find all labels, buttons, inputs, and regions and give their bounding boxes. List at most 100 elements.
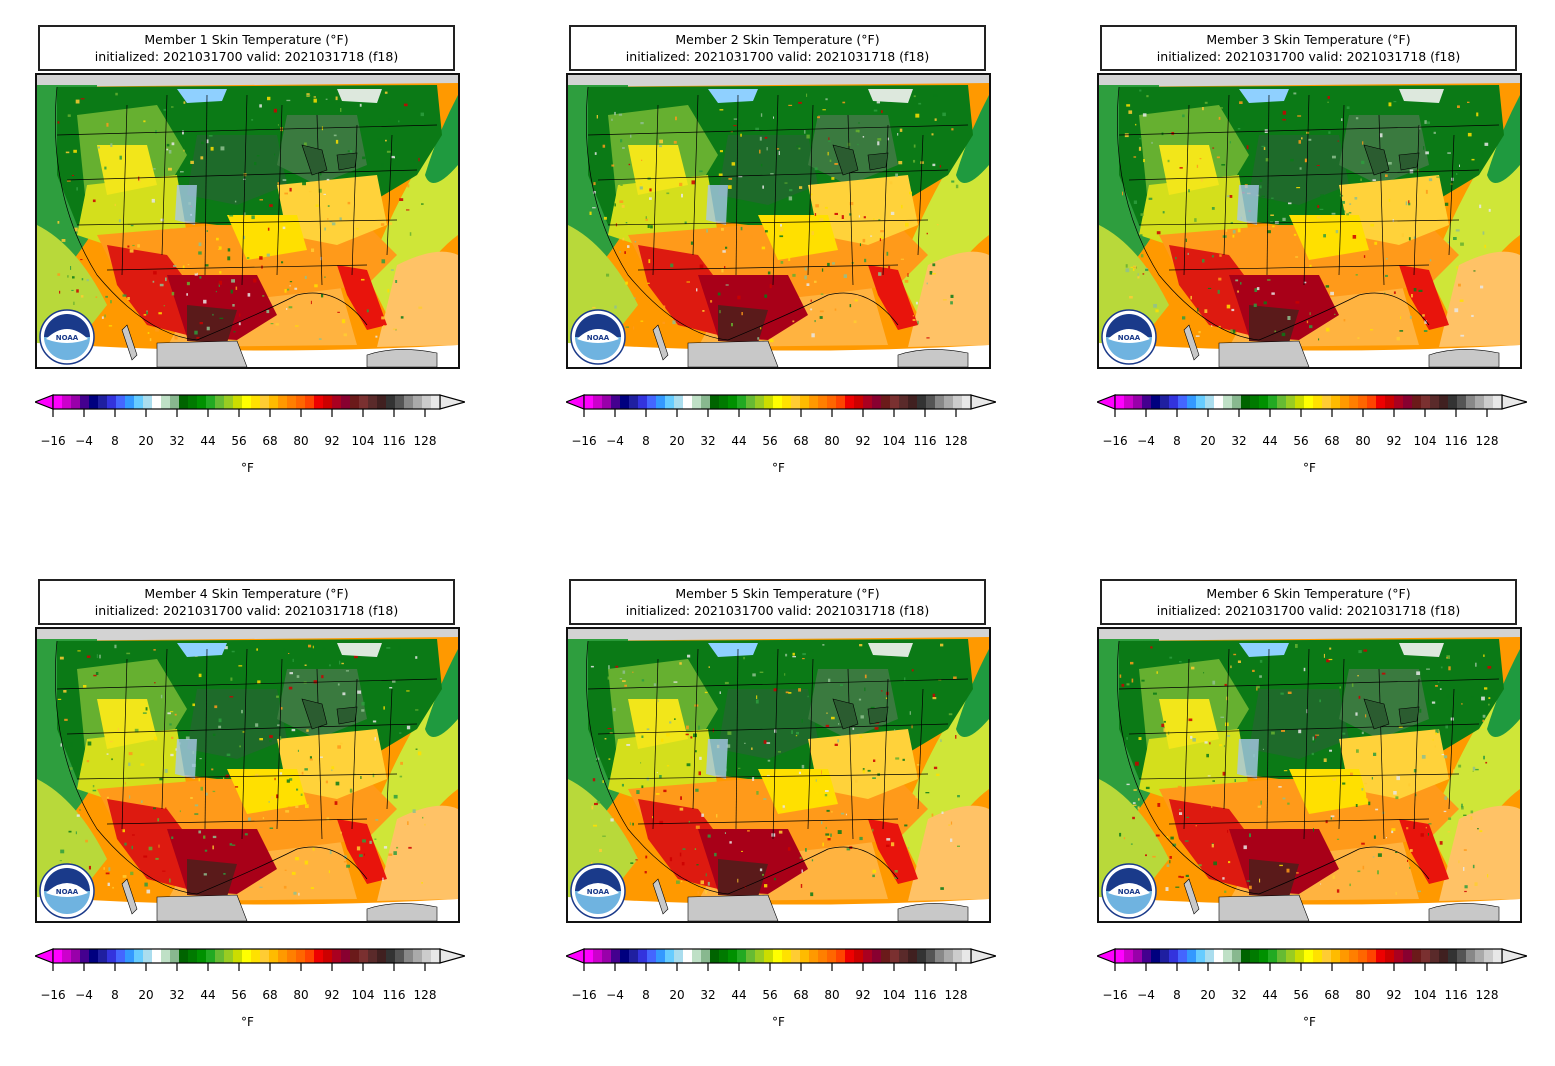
colorbar-swatch xyxy=(287,949,297,963)
colorbar-tick-label: 44 xyxy=(1262,988,1277,1002)
colorbar-swatch xyxy=(1457,949,1467,963)
colorbar-swatch xyxy=(224,395,234,409)
colorbar-swatch xyxy=(746,395,756,409)
colorbar-tick-label: 80 xyxy=(1355,434,1370,448)
colorbar-tick-label: 68 xyxy=(262,988,277,1002)
colorbar-swatch xyxy=(53,395,63,409)
colorbar-swatch xyxy=(881,395,891,409)
colorbar-swatch xyxy=(1493,949,1503,963)
colorbar-swatch xyxy=(1124,395,1134,409)
temperature-map: NOAA xyxy=(1097,627,1522,923)
colorbar-swatch xyxy=(584,949,594,963)
colorbar-tick-label: 32 xyxy=(700,434,715,448)
colorbar-tick-label: 128 xyxy=(1476,434,1499,448)
colorbar-swatch xyxy=(1160,395,1170,409)
colorbar-swatch xyxy=(1475,949,1485,963)
colorbar-swatch xyxy=(935,949,945,963)
colorbar-tick-label: 116 xyxy=(914,434,937,448)
colorbar-swatch xyxy=(593,949,603,963)
colorbar-swatch xyxy=(62,395,72,409)
colorbar-swatch xyxy=(818,395,828,409)
colorbar-swatch xyxy=(89,949,99,963)
colorbar-swatch xyxy=(602,395,612,409)
colorbar-tick-label: −16 xyxy=(40,988,65,1002)
colorbar-swatch xyxy=(377,949,387,963)
colorbar-tick-label: 92 xyxy=(324,434,339,448)
colorbar-swatch xyxy=(818,949,828,963)
colorbar-swatch xyxy=(611,395,621,409)
colorbar-swatch xyxy=(692,395,702,409)
colorbar-tick-label: 20 xyxy=(669,988,684,1002)
colorbar-swatch xyxy=(710,949,720,963)
colorbar-swatch xyxy=(854,395,864,409)
colorbar-swatch xyxy=(1214,395,1224,409)
colorbar-swatch xyxy=(359,395,369,409)
colorbar-tick-label: 128 xyxy=(414,988,437,1002)
colorbar-tick-label: 32 xyxy=(1231,988,1246,1002)
colorbar-swatch xyxy=(1430,949,1440,963)
colorbar-swatch xyxy=(89,395,99,409)
colorbar-swatch xyxy=(728,395,738,409)
colorbar-swatch xyxy=(926,949,936,963)
panel-title: Member 4 Skin Temperature (°F) initialize… xyxy=(38,579,455,625)
colorbar: −16 −4 8 20 32 44 56 68 80 92 104 116 128 xyxy=(33,381,468,491)
colorbar-swatch xyxy=(863,949,873,963)
colorbar-extend-max xyxy=(970,948,999,964)
colorbar-swatch xyxy=(620,395,630,409)
panel-title-line2: initialized: 2021031700 valid: 202103171… xyxy=(1156,49,1461,64)
colorbar-swatch xyxy=(593,395,603,409)
colorbar-swatch xyxy=(1439,949,1449,963)
colorbar-unit-label: °F xyxy=(241,1015,254,1029)
colorbar-swatch xyxy=(899,949,909,963)
colorbar-swatch xyxy=(809,949,819,963)
colorbar-tick-label: −16 xyxy=(571,434,596,448)
colorbar-extend-max xyxy=(1501,394,1530,410)
colorbar-swatch xyxy=(737,949,747,963)
colorbar-swatch xyxy=(1313,395,1323,409)
colorbar-swatch xyxy=(611,949,621,963)
colorbar-tick-label: 44 xyxy=(200,988,215,1002)
colorbar-swatch xyxy=(1259,949,1269,963)
colorbar-swatch xyxy=(953,949,963,963)
colorbar-swatch xyxy=(1403,395,1413,409)
colorbar-tick-label: −4 xyxy=(1137,434,1155,448)
colorbar-swatch xyxy=(53,949,63,963)
colorbar-swatch xyxy=(1313,949,1323,963)
colorbar-swatch xyxy=(314,395,324,409)
colorbar-extend-max xyxy=(970,394,999,410)
colorbar-swatch xyxy=(1295,395,1305,409)
colorbar-swatch xyxy=(1448,395,1458,409)
temperature-map: NOAA xyxy=(566,627,991,923)
member-panel-1: Member 1 Skin Temperature (°F) initialize… xyxy=(33,25,468,495)
panel-title: Member 5 Skin Temperature (°F) initialize… xyxy=(569,579,986,625)
colorbar: −16 −4 8 20 32 44 56 68 80 92 104 116 128 xyxy=(564,381,999,491)
colorbar-tick-label: −16 xyxy=(571,988,596,1002)
noaa-logo-text: NOAA xyxy=(1118,334,1141,342)
colorbar-swatch xyxy=(845,395,855,409)
colorbar-swatch xyxy=(116,949,126,963)
colorbar-swatch xyxy=(179,949,189,963)
colorbar-tick-label: 8 xyxy=(111,434,119,448)
colorbar-tick-label: 104 xyxy=(883,988,906,1002)
colorbar-swatch xyxy=(1124,949,1134,963)
colorbar-extend-min xyxy=(564,394,585,410)
colorbar: −16 −4 8 20 32 44 56 68 80 92 104 116 128 xyxy=(1095,935,1530,1045)
colorbar-swatch xyxy=(260,949,270,963)
colorbar-swatch xyxy=(332,949,342,963)
colorbar-swatch xyxy=(1466,949,1476,963)
colorbar-swatch xyxy=(908,949,918,963)
colorbar-swatch xyxy=(1268,949,1278,963)
colorbar-swatch xyxy=(1403,949,1413,963)
colorbar-swatch xyxy=(242,949,252,963)
colorbar-swatch xyxy=(1421,395,1431,409)
colorbar-unit-label: °F xyxy=(772,461,785,475)
colorbar-tick-label: 104 xyxy=(352,988,375,1002)
colorbar-tick-label: 68 xyxy=(793,988,808,1002)
colorbar-swatch xyxy=(908,395,918,409)
colorbar-swatch xyxy=(197,395,207,409)
panel-title-line1: Member 1 Skin Temperature (°F) xyxy=(144,32,349,47)
colorbar-swatch xyxy=(1241,949,1251,963)
colorbar-swatch xyxy=(944,949,954,963)
temperature-map: NOAA xyxy=(35,627,460,923)
colorbar-tick-label: 80 xyxy=(293,434,308,448)
